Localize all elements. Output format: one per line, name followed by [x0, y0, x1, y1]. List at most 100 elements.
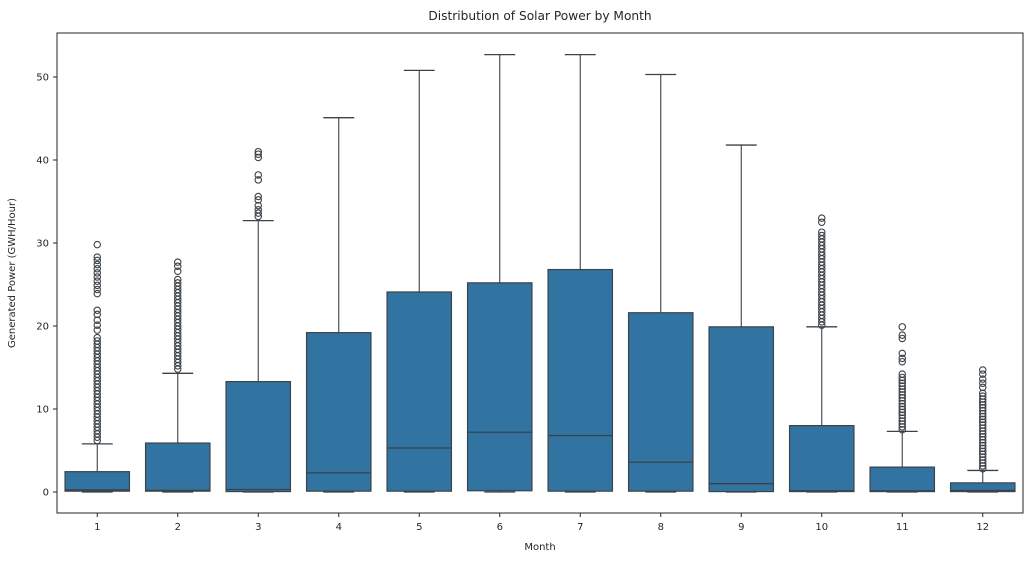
outlier-point: [978, 383, 987, 392]
outlier-point: [978, 450, 987, 458]
outlier-point: [898, 420, 906, 428]
outlier-point: [978, 415, 987, 424]
outlier-point: [978, 412, 987, 421]
outlier-point: [978, 398, 987, 406]
outlier-point: [898, 425, 906, 434]
outlier-point: [174, 275, 182, 284]
box-month-11: [869, 466, 936, 493]
outlier-point: [898, 323, 906, 331]
outlier-point: [254, 176, 263, 184]
x-tick-label: 12: [976, 522, 989, 533]
outlier-point: [174, 279, 182, 287]
x-tick-label: 2: [175, 522, 181, 533]
outlier-point: [898, 408, 906, 417]
outlier-point: [978, 418, 987, 427]
box-month-4: [305, 332, 372, 492]
outlier-point: [174, 262, 182, 270]
outlier-point: [978, 433, 987, 441]
outlier-point: [898, 405, 906, 414]
outlier-point: [817, 231, 826, 240]
outlier-point: [93, 281, 102, 290]
outlier-point: [978, 459, 987, 467]
box-month-5: [386, 291, 453, 492]
outlier-point: [898, 411, 906, 419]
outlier-point: [898, 349, 906, 358]
outlier-point: [93, 316, 102, 324]
outlier-point: [898, 382, 906, 390]
outlier-point: [93, 256, 102, 265]
x-tick-label: 9: [738, 522, 744, 533]
outlier-point: [93, 333, 102, 342]
outlier-point: [978, 401, 987, 409]
box-month-7: [547, 268, 614, 492]
x-tick-label: 5: [416, 522, 422, 533]
box-month-3: [225, 381, 292, 493]
x-axis-label: Month: [524, 542, 555, 553]
outlier-point: [93, 289, 102, 298]
outlier-point: [898, 394, 906, 402]
box-month-8: [627, 312, 694, 492]
x-tick-label: 6: [497, 522, 503, 533]
outlier-point: [978, 427, 987, 435]
outlier-point: [978, 409, 987, 418]
outlier-point: [978, 421, 987, 429]
y-tick-label: 20: [36, 322, 49, 333]
x-tick-label: 11: [896, 522, 909, 533]
outlier-point: [174, 267, 182, 275]
outlier-point: [898, 331, 906, 339]
outlier-point: [254, 192, 263, 201]
x-tick-label: 7: [577, 522, 583, 533]
outlier-point: [978, 370, 987, 378]
outlier-point: [93, 253, 102, 261]
outlier-point: [978, 438, 987, 447]
outlier-point: [93, 240, 102, 249]
outlier-point: [978, 447, 987, 456]
outlier-point: [978, 424, 987, 432]
outlier-point: [898, 414, 906, 422]
outlier-point: [93, 285, 102, 294]
outlier-point: [898, 396, 906, 405]
box-month-12: [949, 482, 1016, 493]
outlier-point: [978, 444, 987, 453]
outlier-point: [254, 171, 263, 179]
y-axis-label: Generated Power (GWH/Hour): [7, 198, 18, 348]
outlier-point: [978, 435, 987, 444]
outlier-point: [898, 391, 906, 399]
chart-title: Distribution of Solar Power by Month: [428, 9, 651, 23]
outlier-point: [978, 456, 987, 464]
outlier-point: [93, 321, 102, 329]
outlier-point: [978, 404, 987, 412]
outlier-point: [254, 201, 263, 210]
outlier-point: [93, 310, 102, 319]
outlier-point: [978, 366, 987, 374]
y-tick-label: 10: [36, 405, 49, 416]
x-tick-label: 8: [658, 522, 664, 533]
outlier-point: [817, 228, 826, 236]
outlier-point: [978, 392, 987, 400]
outlier-point: [978, 375, 987, 383]
outlier-point: [898, 388, 906, 396]
outlier-point: [898, 379, 906, 388]
y-tick-label: 50: [36, 73, 49, 84]
outlier-point: [254, 147, 263, 156]
outlier-point: [93, 326, 102, 334]
outlier-point: [978, 441, 987, 450]
outlier-point: [93, 306, 102, 314]
outlier-point: [93, 273, 102, 281]
box-month-6: [466, 282, 533, 492]
outlier-point: [978, 430, 987, 438]
outlier-point: [898, 417, 906, 425]
outlier-point: [93, 337, 102, 345]
outlier-point: [254, 209, 263, 217]
outlier-point: [254, 206, 263, 214]
outlier-point: [898, 334, 906, 343]
outlier-point: [898, 354, 906, 363]
x-tick-label: 10: [815, 522, 828, 533]
outlier-point: [898, 357, 906, 366]
x-tick-label: 3: [255, 522, 261, 533]
outlier-point: [93, 269, 102, 277]
x-tick-label: 1: [94, 522, 100, 533]
outlier-point: [978, 465, 987, 473]
